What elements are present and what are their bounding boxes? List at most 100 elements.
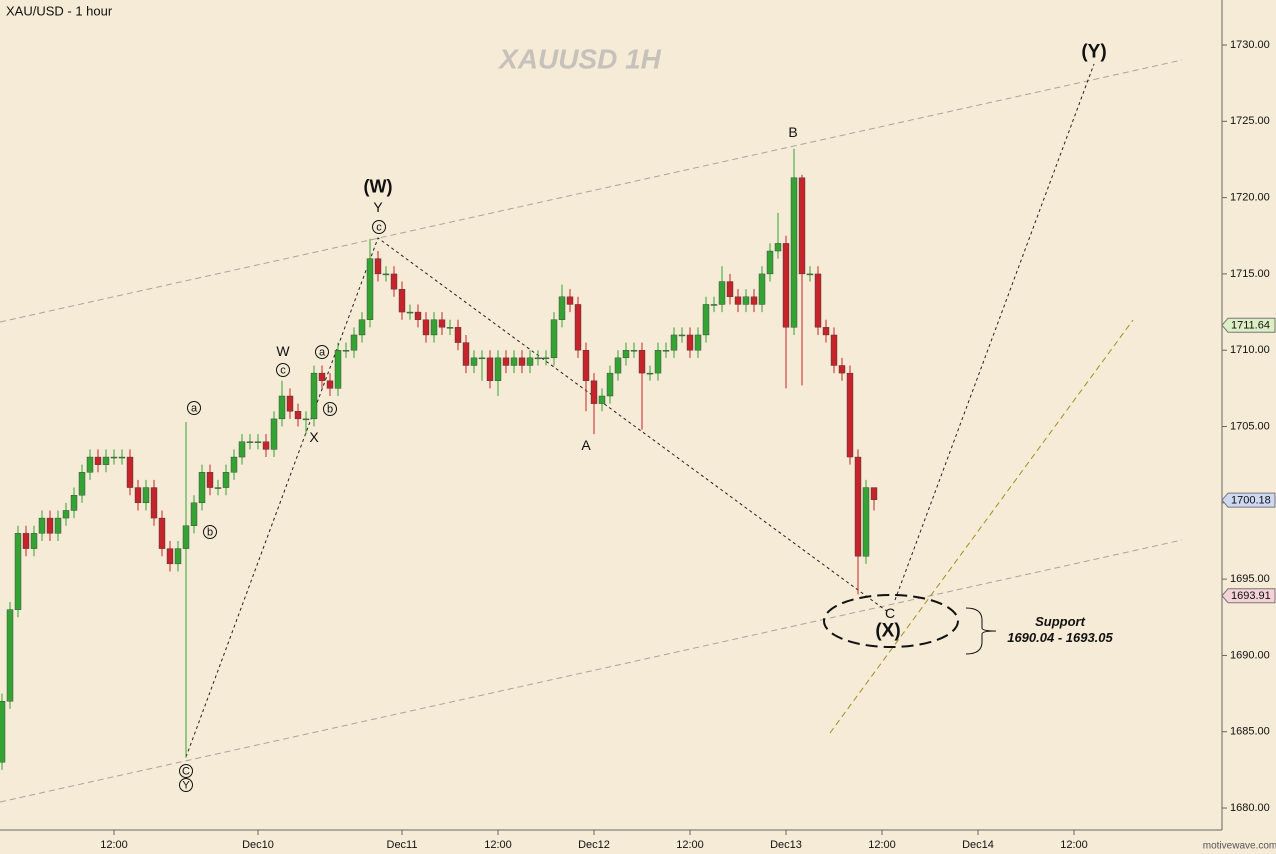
- candle-body: [182, 525, 190, 549]
- y-tick-label: 1680.00: [1230, 802, 1270, 814]
- candle-body: [534, 357, 542, 360]
- candle-body: [454, 327, 462, 343]
- candle-body: [134, 487, 142, 504]
- candle-body: [798, 177, 806, 275]
- price-marker-label: 1700.18: [1231, 494, 1271, 506]
- wave-label: A: [581, 437, 591, 453]
- candle-body: [598, 395, 606, 404]
- candle-body: [430, 319, 438, 336]
- wave-label: C: [182, 765, 190, 777]
- candle-body: [6, 609, 14, 702]
- price-marker: [1221, 492, 1276, 508]
- wave-label: a: [319, 346, 326, 358]
- candle-body: [166, 548, 174, 565]
- candle-body: [158, 517, 166, 549]
- x-tick-label: 12:00: [1060, 839, 1088, 851]
- x-tick-label: Dec12: [578, 839, 610, 851]
- y-tick-label: 1720.00: [1230, 192, 1270, 204]
- candle-body: [862, 487, 870, 557]
- wave-label: (X): [875, 621, 900, 642]
- wave-label: (W): [364, 176, 393, 196]
- annotation-circle: [179, 778, 193, 792]
- candle-body: [870, 487, 878, 500]
- annotation-circle: [315, 345, 329, 359]
- candle-body: [486, 357, 494, 381]
- candle-body: [726, 281, 734, 298]
- candle-body: [246, 441, 254, 443]
- candle-body: [14, 533, 22, 610]
- candle-body: [334, 350, 342, 389]
- watermark: XAUUSD 1H: [497, 43, 662, 74]
- candle-body: [254, 441, 262, 443]
- candle-body: [814, 273, 822, 328]
- candle-body: [558, 296, 566, 320]
- candle-body: [806, 273, 814, 276]
- chart-title: XAU/USD - 1 hour: [6, 3, 113, 18]
- candle-body: [678, 334, 686, 337]
- candle-body: [590, 380, 598, 404]
- channel-upper: [0, 59, 1183, 323]
- candle-body: [142, 487, 150, 504]
- price-marker: [1221, 588, 1276, 604]
- candle-body: [470, 357, 478, 366]
- candle-body: [790, 177, 798, 328]
- candle-body: [774, 243, 782, 252]
- candle-body: [822, 327, 830, 336]
- candle-body: [662, 350, 670, 352]
- candle-body: [390, 273, 398, 290]
- x-tick-label: 12:00: [868, 839, 896, 851]
- candle-body: [0, 701, 6, 763]
- candle-body: [574, 304, 582, 351]
- candle-body: [22, 533, 30, 549]
- candle-body: [286, 395, 294, 412]
- x-tick-label: Dec10: [242, 839, 274, 851]
- candle-body: [630, 350, 638, 352]
- annotation-circle: [276, 363, 290, 377]
- wave-label: Support: [1035, 614, 1085, 629]
- candle-body: [686, 334, 694, 351]
- candle-body: [278, 395, 286, 420]
- candle-body: [342, 350, 350, 352]
- candle-body: [214, 487, 222, 489]
- footer: motivewave.com: [1203, 841, 1276, 852]
- price-marker-label: 1711.64: [1231, 320, 1270, 332]
- candle-body: [758, 273, 766, 305]
- candle-body: [566, 296, 574, 305]
- candle-body: [838, 365, 846, 374]
- candle-body: [326, 380, 334, 389]
- candle-body: [734, 296, 742, 305]
- candle-body: [422, 319, 430, 336]
- candle-body: [582, 350, 590, 381]
- candle-body: [222, 472, 230, 488]
- wave-label: 1690.04 - 1693.05: [1007, 630, 1113, 645]
- candle-body: [294, 411, 302, 420]
- annotation-circle: [179, 764, 193, 778]
- candle-body: [198, 472, 206, 504]
- candle-body: [542, 357, 550, 360]
- candle-body: [414, 311, 422, 320]
- candle-body: [670, 334, 678, 351]
- y-tick-label: 1715.00: [1230, 268, 1270, 280]
- candle-body: [518, 357, 526, 366]
- trend-lines: [0, 59, 1183, 803]
- annotation-circle: [187, 401, 201, 415]
- candle-body: [718, 281, 726, 305]
- y-tick-label: 1730.00: [1230, 39, 1270, 51]
- annotation-circle: [323, 402, 337, 416]
- candle-body: [318, 372, 326, 381]
- wave-label: C: [885, 605, 895, 621]
- candle-body: [782, 243, 790, 328]
- annotation-circle: [203, 525, 217, 539]
- candle-body: [174, 548, 182, 565]
- projection-line: [894, 63, 1095, 601]
- candle-body: [38, 517, 46, 534]
- x-tick-label: Dec13: [770, 839, 802, 851]
- wave-label: (Y): [1081, 42, 1106, 63]
- candle-body: [70, 494, 78, 511]
- candle-body: [238, 441, 246, 458]
- y-tick-label: 1685.00: [1230, 726, 1270, 738]
- x-tick-label: 12:00: [100, 839, 128, 851]
- candle-body: [438, 319, 446, 328]
- candle-body: [46, 517, 54, 534]
